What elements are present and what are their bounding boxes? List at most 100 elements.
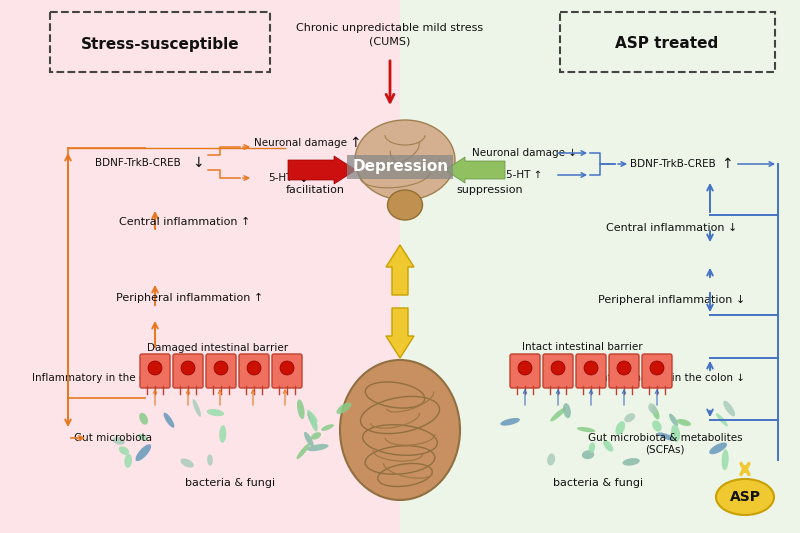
Ellipse shape — [716, 413, 728, 426]
Text: Intact intestinal barrier: Intact intestinal barrier — [522, 342, 642, 352]
Text: ↑: ↑ — [721, 157, 733, 171]
Text: Depression: Depression — [353, 159, 449, 174]
Text: Peripheral inflammation ↑: Peripheral inflammation ↑ — [116, 293, 264, 303]
FancyArrow shape — [386, 245, 414, 295]
Text: Gut microbiota & metabolites: Gut microbiota & metabolites — [588, 433, 742, 443]
Bar — [400, 0, 800, 533]
FancyArrow shape — [288, 156, 356, 184]
Ellipse shape — [652, 406, 659, 419]
Text: 5-HT: 5-HT — [268, 173, 292, 183]
FancyBboxPatch shape — [140, 354, 170, 388]
Circle shape — [584, 361, 598, 375]
Ellipse shape — [310, 415, 318, 432]
Ellipse shape — [603, 440, 614, 452]
FancyBboxPatch shape — [576, 354, 606, 388]
Circle shape — [551, 361, 565, 375]
Ellipse shape — [125, 454, 132, 468]
Ellipse shape — [321, 424, 334, 431]
Text: suppression: suppression — [457, 185, 523, 195]
Text: ↑: ↑ — [349, 136, 361, 150]
Text: facilitation: facilitation — [286, 185, 345, 195]
Text: ASP: ASP — [730, 490, 761, 504]
FancyBboxPatch shape — [206, 354, 236, 388]
Ellipse shape — [723, 401, 735, 416]
Text: BDNF-TrkB-CREB: BDNF-TrkB-CREB — [630, 159, 716, 169]
Ellipse shape — [563, 403, 571, 418]
Ellipse shape — [163, 413, 174, 427]
Text: bacteria & fungi: bacteria & fungi — [553, 478, 643, 488]
Ellipse shape — [307, 444, 329, 451]
Ellipse shape — [219, 425, 226, 443]
Text: Inflammatory in the colon: Inflammatory in the colon — [33, 373, 167, 383]
Ellipse shape — [669, 414, 678, 426]
Circle shape — [148, 361, 162, 375]
FancyBboxPatch shape — [510, 354, 540, 388]
Ellipse shape — [355, 120, 455, 200]
Circle shape — [214, 361, 228, 375]
Text: ↑: ↑ — [150, 371, 162, 385]
Text: Inflammatory in the colon ↓: Inflammatory in the colon ↓ — [598, 373, 746, 383]
Ellipse shape — [658, 432, 675, 441]
Ellipse shape — [722, 449, 729, 470]
Ellipse shape — [624, 413, 635, 422]
Ellipse shape — [206, 409, 224, 416]
FancyArrow shape — [445, 157, 505, 183]
Ellipse shape — [307, 410, 318, 423]
Text: ↓: ↓ — [297, 171, 309, 185]
Ellipse shape — [297, 399, 305, 419]
Ellipse shape — [589, 442, 595, 453]
Circle shape — [181, 361, 195, 375]
Circle shape — [518, 361, 532, 375]
Text: Neuronal damage ↓: Neuronal damage ↓ — [471, 148, 577, 158]
Text: Peripheral inflammation ↓: Peripheral inflammation ↓ — [598, 295, 746, 305]
Ellipse shape — [500, 418, 520, 426]
Circle shape — [650, 361, 664, 375]
FancyBboxPatch shape — [173, 354, 203, 388]
Ellipse shape — [207, 454, 213, 466]
Ellipse shape — [340, 360, 460, 500]
Text: bacteria & fungi: bacteria & fungi — [185, 478, 275, 488]
FancyBboxPatch shape — [347, 155, 453, 179]
Circle shape — [617, 361, 631, 375]
Ellipse shape — [139, 413, 148, 425]
Circle shape — [247, 361, 261, 375]
Ellipse shape — [337, 402, 351, 414]
Ellipse shape — [550, 407, 566, 422]
Text: Chronic unpredictable mild stress: Chronic unpredictable mild stress — [297, 23, 483, 33]
Ellipse shape — [311, 432, 321, 440]
Text: Gut microbiota: Gut microbiota — [74, 433, 152, 443]
Ellipse shape — [387, 190, 422, 220]
Ellipse shape — [193, 399, 201, 417]
FancyBboxPatch shape — [642, 354, 672, 388]
Text: (CUMS): (CUMS) — [370, 37, 410, 47]
Ellipse shape — [710, 442, 727, 454]
FancyBboxPatch shape — [609, 354, 639, 388]
Text: Damaged intestinal barrier: Damaged intestinal barrier — [147, 343, 289, 353]
Text: ASP treated: ASP treated — [615, 36, 718, 52]
FancyArrow shape — [386, 308, 414, 358]
Text: 5-HT ↑: 5-HT ↑ — [506, 170, 542, 180]
Ellipse shape — [622, 458, 640, 466]
Ellipse shape — [138, 434, 147, 441]
Ellipse shape — [119, 446, 129, 455]
FancyBboxPatch shape — [239, 354, 269, 388]
Ellipse shape — [181, 458, 194, 467]
Ellipse shape — [135, 444, 151, 461]
Text: Central inflammation ↓: Central inflammation ↓ — [606, 223, 738, 233]
Ellipse shape — [671, 425, 680, 442]
Text: BDNF-TrkB-CREB: BDNF-TrkB-CREB — [95, 158, 181, 168]
Circle shape — [280, 361, 294, 375]
Ellipse shape — [297, 443, 310, 459]
Ellipse shape — [716, 479, 774, 515]
Text: Stress-susceptible: Stress-susceptible — [81, 36, 239, 52]
Ellipse shape — [547, 454, 555, 465]
Ellipse shape — [307, 411, 317, 429]
Text: Central inflammation ↑: Central inflammation ↑ — [119, 217, 250, 227]
Ellipse shape — [304, 432, 314, 447]
Text: Neuronal damage: Neuronal damage — [254, 138, 346, 148]
Ellipse shape — [112, 437, 125, 445]
Text: (SCFAs): (SCFAs) — [646, 445, 685, 455]
Ellipse shape — [582, 450, 594, 459]
Ellipse shape — [615, 421, 625, 435]
FancyBboxPatch shape — [543, 354, 573, 388]
